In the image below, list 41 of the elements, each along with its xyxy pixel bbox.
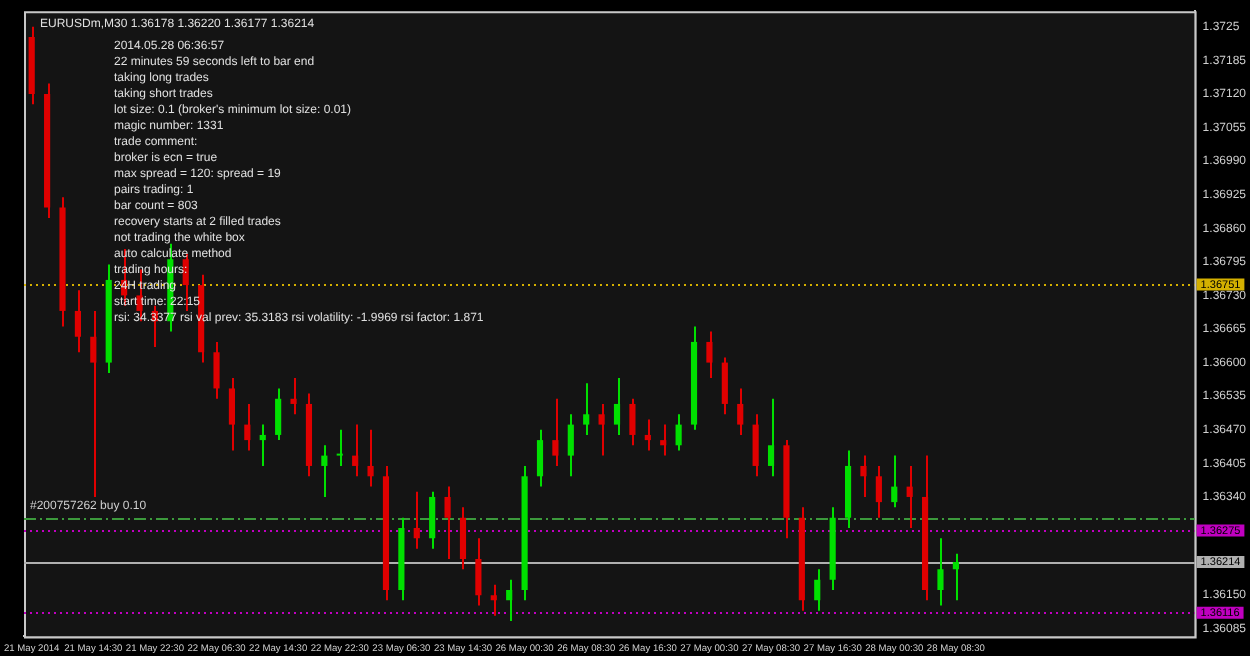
candlestick — [906, 464, 913, 529]
candlestick — [444, 485, 451, 560]
candlestick — [706, 330, 713, 380]
candlestick — [74, 289, 81, 354]
candlestick — [213, 340, 220, 400]
candlestick — [860, 454, 867, 498]
candlestick — [90, 309, 97, 498]
candlestick — [937, 537, 944, 607]
candlestick — [413, 490, 420, 550]
candlestick — [891, 454, 898, 509]
candlestick — [490, 583, 497, 617]
candlestick — [552, 397, 559, 467]
candlestick — [275, 387, 282, 442]
candlestick — [244, 402, 251, 452]
candlestick — [259, 423, 266, 467]
candlestick — [352, 423, 359, 478]
candlestick — [675, 413, 682, 452]
candlestick — [583, 382, 590, 436]
candlestick — [814, 568, 821, 612]
candlestick — [660, 423, 667, 457]
candlestick — [752, 413, 759, 478]
candlestick — [598, 402, 605, 457]
candlestick — [721, 356, 728, 416]
candlestick — [228, 377, 236, 452]
candlestick — [336, 428, 343, 467]
candlestick — [644, 418, 651, 452]
candlestick — [367, 428, 374, 488]
candlestick — [506, 578, 513, 622]
candlestick — [459, 506, 467, 571]
candlestick — [629, 397, 636, 447]
candlestick — [767, 397, 775, 478]
candlestick — [290, 377, 297, 416]
candlestick — [321, 444, 328, 498]
candlestick — [613, 377, 621, 436]
candlestick — [952, 552, 959, 602]
candlestick — [475, 537, 482, 607]
candlestick — [737, 387, 744, 436]
candlestick — [429, 490, 436, 550]
candlestick — [567, 413, 574, 478]
candlestick — [875, 464, 882, 519]
candlestick — [536, 428, 544, 488]
